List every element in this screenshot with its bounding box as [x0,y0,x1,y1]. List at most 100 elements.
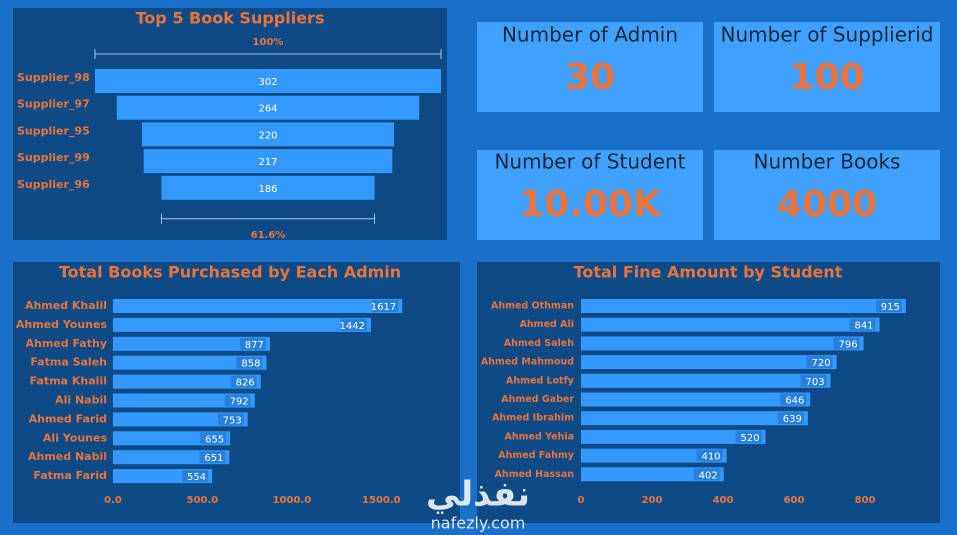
value-label: 651 [204,453,223,464]
value-label: 915 [881,302,900,313]
value-label: 655 [205,434,224,445]
category-label: Ahmed Lotfy [506,375,575,386]
funnel-bar [95,69,441,93]
card [714,22,940,112]
value-label-bg [199,451,226,464]
category-label: Ahmed Othman [491,301,574,312]
bar [581,336,864,351]
card [714,150,940,240]
category-label: Ahmed Fathy [25,337,107,350]
value-label-bg [735,430,762,443]
bar [581,317,880,332]
x-tick-label: 1500.0 [362,495,401,506]
category-label: Ahmed Gaber [501,394,574,405]
card [477,22,703,112]
value-label-bg [806,356,833,369]
category-label: Supplier_96 [17,178,90,191]
category-label: Ahmed Ibrahim [492,413,574,424]
category-label: Fatma Saleh [30,356,107,369]
bar [113,355,267,370]
annotation: 61.6% [251,230,286,241]
value-label: 796 [838,339,857,350]
value-label-bg [217,413,244,426]
watermark: نفذلي [426,475,530,515]
value-label-bg [200,432,227,445]
value-label: 646 [785,396,804,407]
value-label: 1442 [340,321,365,332]
value-label-bg [224,394,251,407]
category-label: Supplier_99 [17,151,90,164]
category-label: Ahmed Yehia [505,431,574,442]
card-value: 4000 [777,184,877,225]
value-label-bg [372,300,399,312]
category-label: Supplier_98 [17,71,90,84]
value-label: 753 [223,415,242,426]
category-label: Ahmed Saleh [504,338,575,349]
value-label: 186 [258,184,277,195]
bar [581,411,808,426]
value-label: 220 [258,130,277,141]
bar [113,336,270,351]
x-tick-label: 0 [578,495,585,506]
x-tick-label: 800 [855,495,876,506]
value-label-bg [340,318,367,331]
value-label: 703 [805,377,824,388]
card-title: Number of Supplierid [721,23,934,47]
funnel-bar [141,122,395,147]
bar [581,448,727,463]
value-label: 720 [812,358,831,369]
value-label: 1617 [371,302,396,313]
value-label-bg [236,356,263,369]
category-label: Ahmed Mahmoud [481,357,574,368]
category-label: Supplier_95 [17,124,90,137]
value-label-bg [849,318,876,331]
card [477,150,703,240]
value-label-bg [875,300,902,312]
x-tick-label: 1000.0 [273,495,312,506]
value-label: 264 [258,104,277,115]
category-label: Supplier_97 [17,98,90,111]
card-title: Number of Admin [502,23,678,47]
funnel-bar [161,175,375,200]
annotation: 100% [253,37,284,48]
value-label: 826 [236,378,255,389]
category-label: Fatma Khalil [30,375,107,388]
category-label: Ali Younes [43,431,108,444]
value-label: 877 [245,340,264,351]
watermark: nafezly.com [431,514,526,533]
card-title: Number of Student [494,150,685,174]
category-label: Ahmed Younes [16,318,108,331]
chart-title: Top 5 Book Suppliers [136,9,325,28]
card-value: 30 [565,57,615,98]
chart-title: Total Fine Amount by Student [574,263,843,282]
category-label: Ahmed Fahmy [498,450,575,461]
bar [581,392,811,407]
card-title: Number Books [754,150,901,174]
funnel-bar [143,149,393,174]
value-label-bg [182,470,209,483]
bar [581,467,724,482]
category-label: Fatma Farid [33,469,107,482]
chart-title: Total Books Purchased by Each Admin [59,263,401,282]
value-label: 554 [187,472,206,483]
card-value: 100 [789,57,864,98]
value-label: 410 [701,452,720,463]
x-tick-label: 500.0 [187,495,219,506]
category-label: Ahmed Khalil [25,299,107,312]
bar [581,429,766,444]
category-label: Ahmed Hassan [495,469,575,480]
category-label: Ahmed Ali [520,319,574,330]
bar [581,355,837,370]
value-label-bg [230,375,257,388]
category-label: Ali Nabil [55,394,107,407]
value-label-bg [800,374,827,387]
bar [113,412,248,427]
value-label: 302 [258,77,277,88]
value-label: 792 [230,397,249,408]
value-label-bg [777,412,804,425]
value-label: 841 [854,321,873,332]
value-label: 402 [699,470,718,481]
bar [113,374,261,389]
bar [113,317,371,332]
